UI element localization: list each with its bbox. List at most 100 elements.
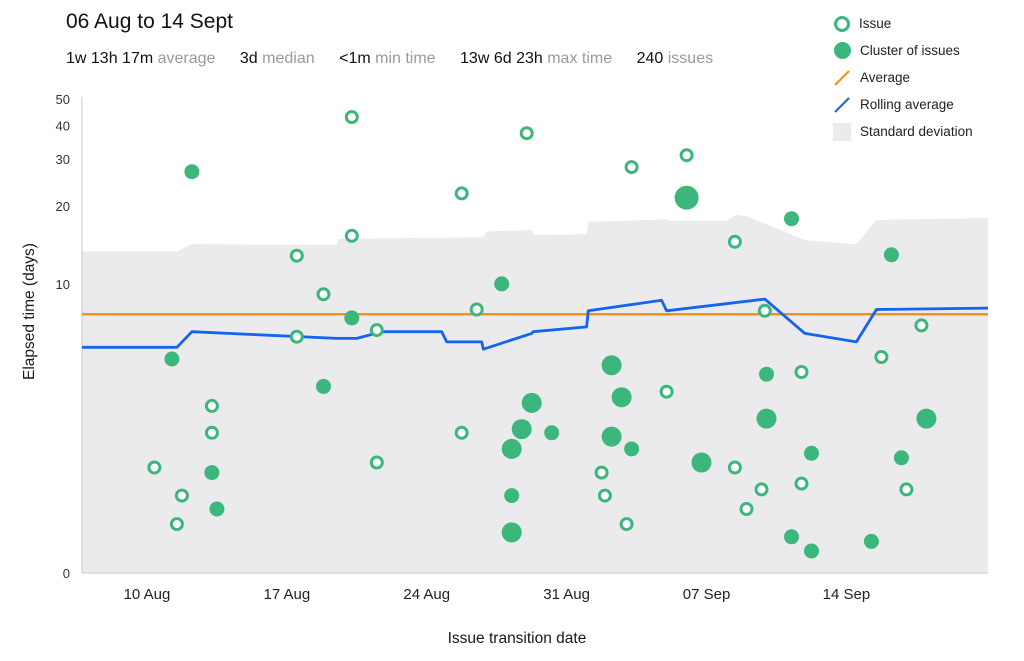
issue-cluster-point [691,452,712,473]
issue-cluster-point [504,488,520,504]
issue-point [147,460,162,475]
stat-max-time: 13w 6d 23h max time [460,50,612,68]
issue-point [204,425,219,440]
legend-label-average: Average [860,70,911,85]
y-axis-label: Elapsed time (days) [21,243,38,380]
issue-point [619,517,634,532]
legend-item-std-dev[interactable]: Standard deviation [833,118,973,145]
issue-cluster-point [601,355,622,376]
x-tick-label: 31 Aug [543,586,590,603]
issue-cluster-point [501,438,522,459]
issue-cluster-point [601,426,622,447]
x-tick-label: 07 Sep [683,586,731,603]
issue-cluster-point [494,276,510,292]
issue-cluster-point [501,522,522,543]
issue-cluster-point [204,465,220,481]
y-tick-label: 30 [56,152,70,167]
x-tick-label: 17 Aug [263,586,310,603]
stat-median-value: 3d [239,50,258,67]
issue-point [289,329,304,344]
issue-point [519,126,534,141]
cluster-marker-icon [834,42,851,59]
stat-median-label: median [262,50,315,67]
stat-max-time-value: 13w 6d 23h [460,50,543,67]
issue-point [316,287,331,302]
issue-point [794,476,809,491]
legend-item-issue[interactable]: Issue [833,10,973,37]
issue-point [289,248,304,263]
issue-point [754,482,769,497]
issue-cluster-point [316,378,331,394]
issue-point [727,234,742,249]
legend-item-average[interactable]: Average [833,64,973,91]
issue-point [204,398,219,413]
issue-cluster-point [521,392,542,413]
y-tick-label: 50 [56,92,70,107]
chart-legend: Issue Cluster of issues Average Rolling … [833,10,973,145]
stat-min-time-value: <1m [339,50,371,67]
issue-point [169,517,184,532]
issue-cluster-point [756,408,777,429]
average-line-icon [833,69,851,87]
issue-point [597,488,612,503]
issue-point [344,228,359,243]
legend-label-std-dev: Standard deviation [860,124,973,139]
rolling-average-line-icon [833,96,851,114]
stat-issues-value: 240 [636,50,664,67]
issue-cluster-point [893,450,909,466]
stat-max-time-label: max time [547,50,613,67]
summary-stats: 1w 13h 17m average 3d median <1m min tim… [66,50,733,68]
issue-cluster-point [784,529,799,545]
legend-item-rolling-average[interactable]: Rolling average [833,91,973,118]
issue-point [469,302,484,317]
issue-point [757,303,772,318]
y-tick-label: 10 [56,277,70,292]
stat-median: 3d median [240,50,315,68]
issue-point [794,365,809,379]
issue-cluster-point [863,533,879,549]
legend-label-rolling-average: Rolling average [860,97,954,112]
issue-cluster-point [184,164,200,180]
legend-item-cluster[interactable]: Cluster of issues [833,37,973,64]
stat-min-time: <1m min time [339,50,435,68]
issue-cluster-point [344,310,360,326]
stat-average-label: average [157,50,216,67]
std-dev-swatch-icon [833,122,851,141]
issue-point [369,455,384,470]
issue-cluster-point [784,211,799,227]
issue-point [899,482,914,497]
issue-cluster-point [759,366,774,382]
issue-cluster-point [511,419,532,440]
y-tick-label: 0 [63,566,70,581]
legend-label-issue: Issue [859,16,892,31]
issue-cluster-point [611,387,632,408]
issue-cluster-point [209,501,225,517]
issue-point [679,148,694,163]
stat-issues: 240 issues [637,50,714,68]
y-tick-label: 20 [56,199,70,214]
legend-label-cluster: Cluster of issues [860,43,960,58]
issue-point [174,488,189,503]
issue-cluster-point [624,441,640,457]
issue-point [624,160,639,175]
x-axis-label: Issue transition date [447,630,587,647]
rolling-average-line [82,297,989,351]
stat-min-time-label: min time [375,50,436,67]
issue-cluster-point [804,445,819,461]
issue-cluster-point [674,185,699,210]
x-tick-label: 10 Aug [124,586,171,603]
issue-cluster-point [883,247,899,263]
issue-point [594,465,609,480]
issue-cluster-point [164,351,180,367]
y-tick-label: 40 [56,118,70,133]
issue-point [454,425,469,440]
issue-cluster-point [804,543,819,559]
stat-average-value: 1w 13h 17m [66,50,154,67]
issue-point [454,186,469,201]
issue-point [874,350,889,364]
chart-title: 06 Aug to 14 Sept [66,10,233,33]
x-tick-label: 24 Aug [403,586,450,603]
issue-point [344,110,359,125]
issue-point [739,502,754,516]
